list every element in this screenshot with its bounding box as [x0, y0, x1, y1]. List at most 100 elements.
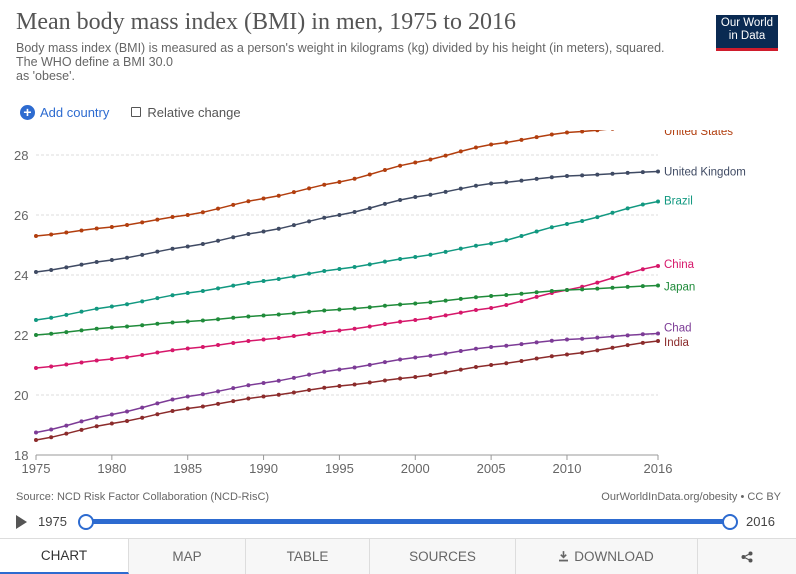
data-point [185, 213, 190, 217]
data-point [458, 349, 463, 354]
tab-share[interactable] [698, 539, 796, 574]
data-point [246, 314, 251, 319]
data-point [519, 299, 524, 304]
data-point [64, 330, 69, 335]
tab-label: MAP [172, 549, 202, 564]
play-icon[interactable] [16, 515, 27, 529]
data-point [473, 364, 478, 369]
data-point [155, 412, 160, 417]
data-point [534, 340, 539, 345]
download-icon [559, 551, 569, 562]
data-point [170, 348, 175, 353]
data-point [79, 419, 84, 424]
data-point [595, 348, 600, 353]
data-point [94, 415, 99, 420]
data-point [79, 328, 84, 333]
data-point [656, 199, 660, 204]
data-point [307, 186, 312, 191]
data-point [656, 331, 660, 336]
x-tick-label: 2010 [553, 461, 582, 476]
data-point [246, 231, 251, 236]
chart-title: Mean body mass index (BMI) in men, 1975 … [16, 9, 516, 35]
data-point [64, 431, 69, 436]
logo-line: Our World [720, 17, 774, 29]
data-point [261, 279, 266, 283]
data-point [49, 435, 54, 440]
data-point [595, 335, 600, 340]
relative-change-checkbox[interactable] [131, 107, 142, 117]
data-point [489, 294, 494, 298]
data-point [140, 252, 145, 257]
data-point [94, 326, 99, 331]
data-point [79, 360, 84, 365]
data-point [382, 360, 387, 365]
timeline-end-handle[interactable] [722, 514, 738, 530]
data-point [504, 303, 509, 308]
data-point [428, 316, 433, 321]
data-point [291, 334, 296, 339]
data-point [125, 355, 130, 360]
data-point [413, 375, 418, 379]
data-point [367, 172, 372, 177]
tab-download[interactable]: DOWNLOAD [516, 539, 698, 574]
data-point [49, 232, 54, 237]
series-line [35, 170, 659, 273]
add-country-button[interactable]: + Add country [20, 104, 109, 120]
data-point [337, 213, 342, 217]
owid-logo[interactable]: Our World in Data [716, 15, 778, 51]
data-point [185, 291, 190, 295]
data-point [261, 337, 266, 342]
tab-chart[interactable]: CHART [0, 539, 129, 574]
tab-bar: CHART MAP TABLE SOURCES DOWNLOAD [0, 538, 796, 574]
data-point [640, 170, 645, 175]
data-point [473, 307, 478, 312]
data-point [64, 230, 69, 235]
data-point [307, 271, 312, 276]
relative-change-toggle[interactable]: Relative change [131, 105, 241, 120]
data-point [109, 325, 114, 330]
data-point [367, 305, 372, 310]
timeline-track[interactable] [86, 519, 730, 524]
data-point [125, 324, 130, 329]
owid-link[interactable]: OurWorldInData.org/obesity • CC BY [601, 491, 781, 503]
tab-map[interactable]: MAP [129, 539, 246, 574]
data-point [291, 375, 296, 380]
data-point [200, 289, 205, 294]
tab-label: TABLE [286, 549, 329, 564]
data-point [595, 286, 600, 291]
tab-sources[interactable]: SOURCES [370, 539, 516, 574]
data-point [185, 394, 190, 399]
data-point [382, 322, 387, 327]
data-point [94, 358, 99, 363]
subtitle-line: Body mass index (BMI) is measured as a p… [16, 41, 665, 55]
data-point [443, 153, 448, 158]
data-point [610, 345, 615, 350]
x-tick-label: 1985 [173, 461, 202, 476]
data-point [307, 331, 312, 336]
data-point [322, 369, 327, 374]
y-tick-label: 18 [14, 448, 28, 463]
data-point [519, 291, 524, 296]
timeline-start-handle[interactable] [78, 514, 94, 530]
data-point [185, 244, 190, 249]
data-point [109, 412, 114, 417]
data-point [155, 296, 160, 301]
data-point [580, 218, 585, 223]
data-point [231, 235, 236, 240]
data-point [413, 255, 418, 259]
data-point [519, 342, 524, 347]
tab-table[interactable]: TABLE [246, 539, 370, 574]
data-point [458, 186, 463, 191]
source-note[interactable]: Source: NCD Risk Factor Collaboration (N… [16, 491, 270, 503]
data-point [185, 346, 190, 351]
data-point [428, 353, 433, 358]
data-point [261, 313, 266, 318]
data-point [398, 197, 403, 202]
data-point [564, 222, 569, 226]
series-label: United Kingdom [664, 167, 746, 179]
data-point [352, 210, 357, 215]
data-point [519, 358, 524, 363]
data-point [549, 288, 554, 293]
data-point [610, 276, 615, 280]
data-point [34, 366, 38, 370]
